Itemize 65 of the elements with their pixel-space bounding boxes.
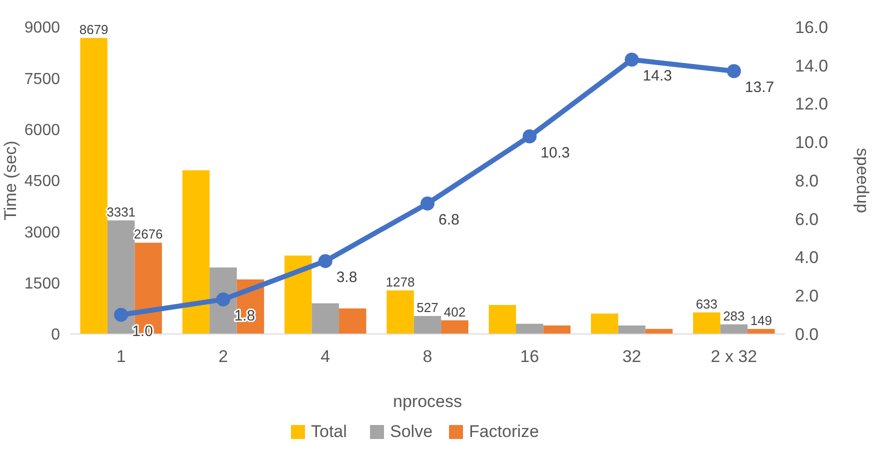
y-tick-label: 7500: [24, 70, 60, 88]
bar: [386, 290, 414, 334]
y2-tick-label: 12.0: [795, 94, 828, 114]
y2-tick-label: 16.0: [795, 18, 828, 37]
data-label: 283: [723, 308, 745, 324]
bar: [590, 314, 618, 334]
point: [624, 52, 639, 67]
data-label: 402: [444, 304, 466, 320]
y2-tick-label: 0.0: [795, 324, 819, 344]
y-axis-title: Time (sec): [1, 140, 20, 220]
point: [216, 292, 230, 306]
data-label: 633: [696, 296, 718, 312]
legend-label: Factorize: [469, 422, 539, 441]
data-label: 8679: [79, 22, 108, 37]
bar: [312, 303, 339, 334]
y2-tick-label: 10.0: [795, 133, 828, 152]
y-tick-label: 0: [51, 326, 60, 344]
point: [522, 129, 537, 144]
data-label: 527: [416, 300, 438, 316]
y-tick-label: 1500: [24, 275, 60, 292]
y2-tick-label: 2.0: [795, 286, 819, 306]
y2-tick-label: 6.0: [795, 210, 819, 229]
bar: [284, 256, 312, 334]
bar: [543, 325, 570, 334]
point: [114, 308, 128, 322]
bar: [693, 312, 720, 334]
legend-label: Total: [311, 422, 347, 441]
x-tick-label: 2: [218, 347, 228, 366]
legend-label: Solve: [390, 422, 433, 441]
y2-axis-title: speedup: [853, 148, 872, 214]
x-tick-label: 32: [622, 347, 642, 366]
data-label: 149: [750, 312, 772, 328]
bar: [338, 308, 366, 334]
data-label: 1278: [386, 274, 415, 290]
point: [420, 196, 434, 211]
x-tick-label: 1: [116, 347, 126, 366]
data-label: 2676: [134, 226, 163, 242]
y-tick-label: 3000: [24, 224, 60, 242]
bar: [516, 324, 544, 334]
y2-tick-label: 8.0: [795, 171, 819, 190]
y-tick-label: 9000: [24, 20, 60, 37]
data-label: 13.7: [744, 79, 774, 96]
x-axis-title: nprocess: [393, 392, 462, 411]
bar: [414, 316, 442, 334]
x-tick-label: 8: [422, 347, 432, 366]
data-label: 10.3: [540, 144, 570, 162]
point: [318, 254, 332, 268]
y-tick-label: 6000: [24, 122, 60, 139]
bar: [618, 325, 646, 334]
x-tick-label: 16: [520, 347, 540, 366]
y-tick-label: 4500: [24, 173, 60, 190]
x-tick-label: 2 x 32: [710, 347, 758, 366]
bar: [80, 38, 108, 334]
bar: [488, 305, 516, 334]
data-label: 6.8: [438, 212, 460, 229]
y2-tick-label: 14.0: [795, 56, 828, 76]
data-label: 14.3: [642, 68, 672, 85]
y2-tick-label: 4.0: [795, 248, 819, 268]
bar: [107, 220, 135, 334]
bar: [182, 170, 210, 334]
x-tick-label: 4: [320, 347, 330, 366]
bar: [720, 324, 748, 334]
data-label: 3.8: [336, 269, 358, 286]
point: [726, 64, 741, 78]
bar: [441, 320, 468, 334]
